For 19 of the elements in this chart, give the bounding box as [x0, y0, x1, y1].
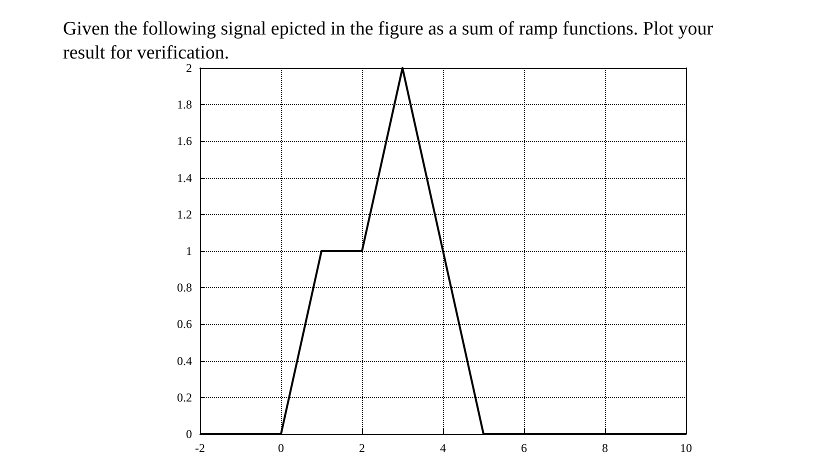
x-tick-label: 4: [440, 441, 446, 455]
y-tick-label: 0: [186, 427, 192, 441]
y-tick-label: 1.8: [177, 98, 192, 112]
y-tick-label: 0.4: [177, 354, 192, 368]
x-tick-label: 8: [602, 441, 608, 455]
y-tick-label: 1.2: [177, 207, 192, 222]
y-tick-label: 0.6: [177, 317, 192, 332]
y-tick-label: 1.6: [177, 134, 192, 148]
y-tick-label: 0.2: [177, 390, 192, 404]
x-tick-label: -2: [195, 441, 205, 455]
x-tick-label: 6: [521, 441, 527, 455]
chart-title: Given the following signal epicted in the figure as a sum of ramp functions. Plot your result for verification.: [63, 18, 718, 64]
x-tick-label: 2: [359, 441, 365, 455]
x-tick-label: 0: [278, 441, 284, 455]
y-tick-label: 1.4: [177, 170, 192, 185]
y-tick-label: 0.8: [177, 280, 192, 295]
x-tick-label: 10: [680, 441, 692, 455]
y-tick-label: 2: [186, 61, 192, 75]
y-tick-label: 1: [186, 244, 192, 258]
